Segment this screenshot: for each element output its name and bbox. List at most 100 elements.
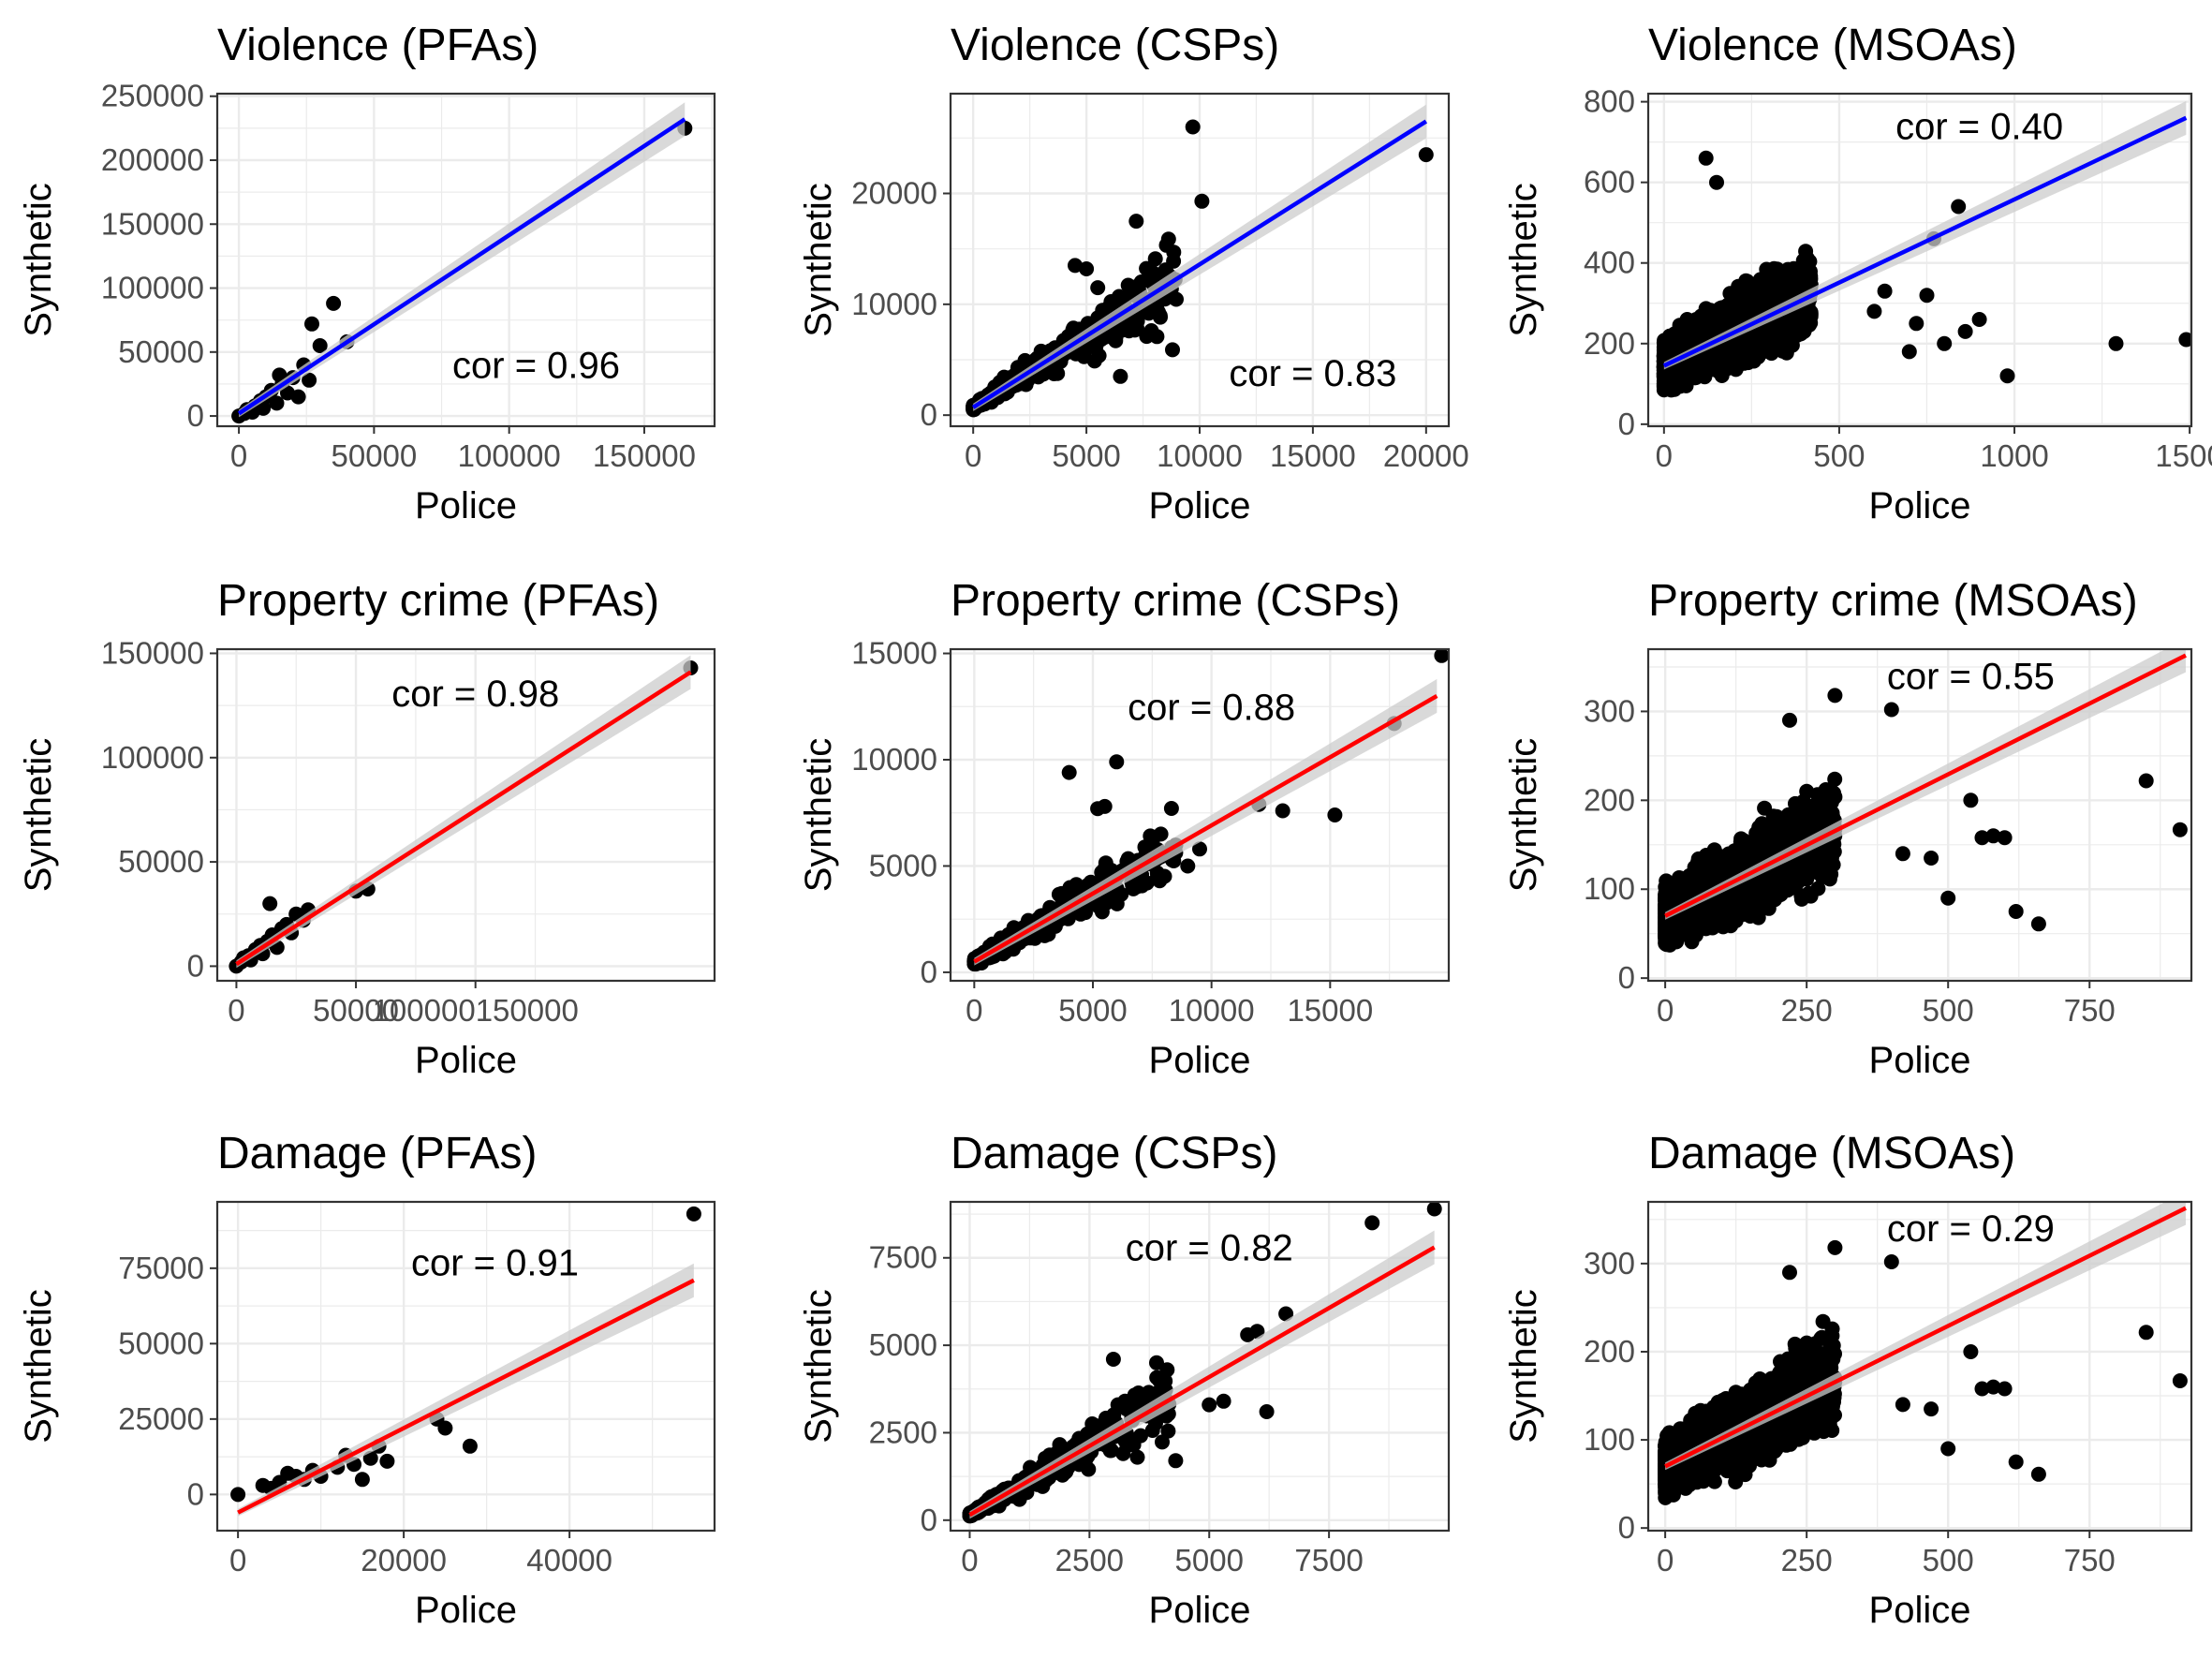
data-point [1770,265,1786,281]
data-point [302,372,317,388]
y-tick-label: 50000 [118,334,204,369]
panel-3: 0500100015000200400600800PoliceSynthetic… [1503,21,2212,526]
correlation-label: cor = 0.98 [391,674,559,715]
data-point [2178,332,2191,348]
data-point [1705,356,1721,372]
data-point [1661,372,1677,388]
x-tick-label: 0 [966,993,982,1028]
y-axis-title: Synthetic [1503,183,1544,337]
data-point [1113,368,1128,384]
data-point [1153,826,1169,842]
data-point [1068,258,1083,274]
data-point [1434,649,1449,663]
x-tick-label: 15000 [1287,993,1373,1028]
x-tick-label: 50000 [313,993,399,1028]
y-tick-label: 10000 [851,287,937,321]
data-point [1759,261,1775,277]
x-tick-label: 0 [228,993,244,1028]
data-point [1133,274,1149,289]
data-point [1877,283,1893,299]
data-point [1112,289,1127,304]
data-point [1327,807,1343,822]
data-layer [1656,100,2191,398]
y-axis-title: Synthetic [18,183,59,337]
data-point [312,338,328,353]
data-point [1120,277,1136,293]
panel-2: 0 5000 10000 15000 2000001000020000PoliceSyn… [798,21,1469,526]
data-point [1909,316,1924,332]
y-tick-label: 200 [1584,326,1635,361]
data-point [1114,322,1130,338]
regression-line [971,119,1428,409]
gridlines [951,94,1449,426]
panel-border [215,647,716,983]
data-point [1194,193,1210,209]
x-tick-label: 5000 [1052,438,1120,473]
data-layer [229,655,699,974]
data-point [1079,261,1095,276]
data-point [1192,841,1207,857]
chart-title: Property crime (PFAs) [217,576,659,626]
x-tick-label: 5000 [1058,993,1127,1028]
data-point [1714,368,1730,383]
data-point [1051,886,1067,902]
panel-border [949,647,1451,983]
x-tick-label: 10000 [1157,438,1243,473]
data-point [2108,335,2124,351]
data-point [262,896,278,911]
y-tick-label: 15000 [851,636,937,671]
x-axis-title: Police [1149,485,1251,526]
data-point [326,295,342,311]
data-point [1149,329,1165,345]
y-tick-label: 150000 [101,206,204,241]
data-point [1275,803,1290,819]
data-layer [966,104,1434,418]
panel-1: 0 50000 100000 1500000500001000001500002000… [18,21,716,526]
y-tick-label: 100000 [101,271,204,305]
correlation-label: cor = 0.88 [1128,687,1295,728]
data-point [1125,316,1141,332]
y-tick-label: 0 [921,955,937,989]
x-tick-label: 150000 [593,438,696,473]
data-layer [231,102,693,424]
data-point [1097,798,1113,814]
panel-4: 0 50000100000150000050000100000150000Poli… [18,576,716,1081]
panel-border [1646,92,2193,428]
regression-line [237,117,686,416]
data-point [1163,801,1179,816]
data-point [1698,150,1714,166]
x-tick-label: 0 [230,438,247,473]
data-point [1951,199,1967,215]
x-tick-label: 100000150000 [373,993,579,1028]
data-point [1709,174,1724,190]
data-point [1153,309,1168,325]
data-point [1780,316,1796,332]
chart-title: Violence (CSPs) [951,21,1279,70]
data-point [1061,764,1077,780]
x-tick-label: 10000 [1169,993,1255,1028]
x-tick-label: 0 [965,438,981,473]
data-layer [966,649,1449,972]
x-axis-title: Police [415,485,517,526]
data-point [1040,926,1056,942]
data-point [1742,342,1758,358]
data-point [1937,335,1953,351]
data-point [1788,278,1804,294]
y-tick-label: 0 [1618,407,1635,441]
data-point [1185,119,1201,135]
y-tick-label: 5000 [869,848,937,882]
data-point [1759,277,1775,293]
data-point [1759,295,1775,311]
data-point [1180,858,1196,874]
y-tick-label: 0 [187,398,204,433]
data-point [1919,288,1935,304]
x-tick-label: 1000 [1980,438,2048,473]
data-point [1090,280,1106,296]
data-point [1971,312,1987,327]
x-tick-label: 20000 [1383,438,1469,473]
gridlines [217,94,715,426]
regression-line [235,670,692,967]
x-tick-label: 50000 [331,438,417,473]
y-tick-label: 400 [1584,245,1635,280]
